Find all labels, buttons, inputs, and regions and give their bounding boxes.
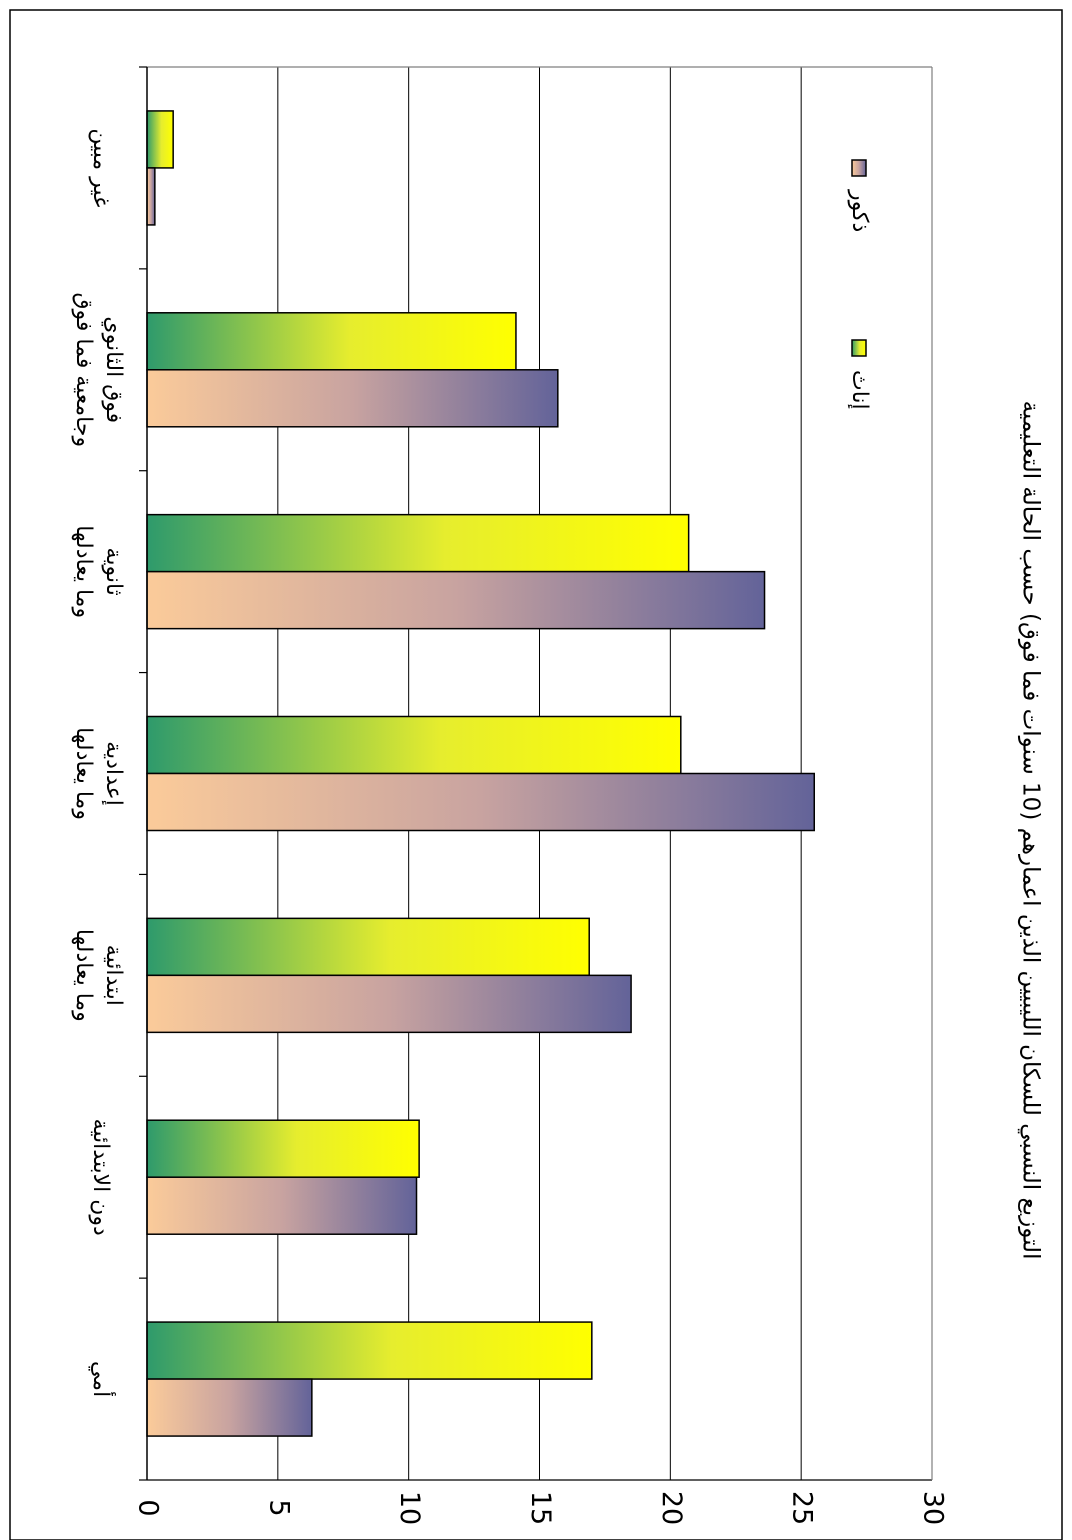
value-tick-label: 30 (918, 1491, 949, 1525)
category-label: دون الابتدائية (88, 1119, 113, 1236)
category-label: أمي (88, 1361, 116, 1397)
category-label-line: وما يعادلها (71, 525, 96, 618)
category-label-line: دون الابتدائية (88, 1119, 113, 1236)
bar-male (146, 974, 632, 1034)
category-label-line: غير مبين (88, 128, 113, 207)
value-tick-label: 10 (394, 1491, 425, 1525)
value-tick-label: 0 (133, 1499, 164, 1516)
bar-male (146, 772, 815, 832)
category-label-line: ثانوية (101, 548, 126, 596)
bar-female (146, 513, 690, 573)
category-label-line: وجامعية فما فوق (71, 292, 96, 447)
legend-swatch (851, 159, 867, 177)
bar-male (146, 1176, 418, 1235)
category-label-line: ابتدائية (101, 945, 126, 1006)
value-axis: 0 5 10 15 20 25 30 (133, 66, 949, 1525)
bar-female (146, 110, 174, 169)
bars (146, 110, 815, 1437)
bar-female (146, 1119, 420, 1178)
bar-female (146, 312, 517, 371)
chart-title: التوزيع النسبي للسكان الليبيين الذين اعم… (1018, 401, 1044, 1260)
category-label-line: وما يعادلها (71, 929, 96, 1022)
legend-label: إناث (847, 370, 872, 410)
legend: إناث ذكور (847, 159, 872, 410)
bar-male (146, 570, 766, 630)
category-label-line: فوق الثانوي (101, 316, 126, 423)
category-label: غير مبين (88, 128, 113, 207)
bar-male (146, 1378, 313, 1437)
bar-male (146, 167, 156, 226)
value-tick-label: 5 (263, 1499, 294, 1516)
value-tick-label: 25 (787, 1491, 818, 1525)
legend-label: ذكور (847, 189, 872, 232)
category-label-line: إعدادية (101, 741, 126, 806)
category-label-line: وما يعادلها (71, 727, 96, 820)
value-tick-label: 15 (525, 1491, 556, 1525)
bar-male (146, 369, 559, 428)
category-label-line: أمي (88, 1361, 116, 1397)
value-tick-label: 20 (656, 1491, 687, 1525)
bar-female (146, 917, 590, 977)
legend-swatch (851, 339, 867, 357)
bar-female (146, 1321, 593, 1380)
bar-female (146, 715, 682, 775)
